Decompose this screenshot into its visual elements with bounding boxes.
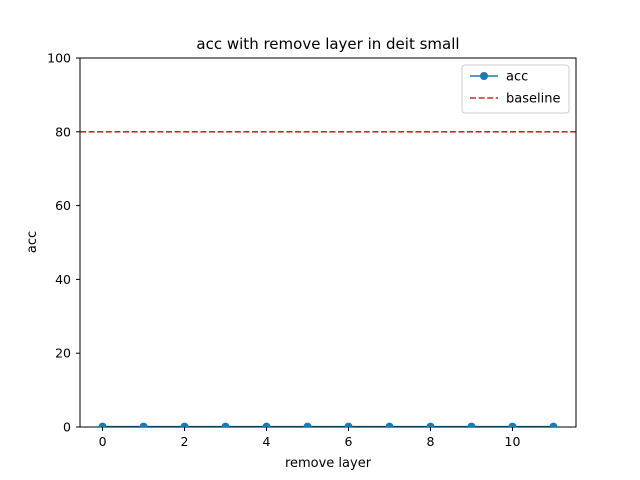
data-point [549, 422, 558, 427]
y-axis-label: acc [25, 231, 40, 253]
data-point [385, 422, 394, 427]
x-tick-label: 2 [181, 434, 189, 449]
chart-title: acc with remove layer in deit small [196, 35, 459, 53]
x-tick-label: 6 [345, 434, 353, 449]
y-tick-label: 0 [63, 420, 71, 435]
data-point [426, 422, 435, 427]
legend-label-acc: acc [506, 70, 528, 85]
data-point [180, 422, 189, 427]
y-tick-label: 40 [55, 272, 71, 287]
y-tick-label: 100 [47, 51, 71, 66]
legend-label-baseline: baseline [506, 92, 560, 107]
y-tick-label: 80 [55, 124, 71, 139]
legend: acc baseline [461, 64, 570, 114]
legend-marker-acc [480, 72, 488, 80]
legend-box [461, 64, 570, 114]
plot-frame [79, 57, 577, 428]
data-point [221, 422, 230, 427]
data-point [262, 422, 271, 427]
x-tick-label: 10 [505, 434, 521, 449]
y-tick-label: 20 [55, 346, 71, 361]
data-point [467, 422, 476, 427]
data-point [303, 422, 312, 427]
x-tick-label: 0 [99, 434, 107, 449]
x-tick-label: 8 [427, 434, 435, 449]
x-axis-label: remove layer [285, 456, 372, 471]
data-point [508, 422, 517, 427]
data-point [344, 422, 353, 427]
data-point [98, 422, 107, 427]
x-tick-label: 4 [263, 434, 271, 449]
data-point [139, 422, 148, 427]
y-tick-label: 60 [55, 198, 71, 213]
